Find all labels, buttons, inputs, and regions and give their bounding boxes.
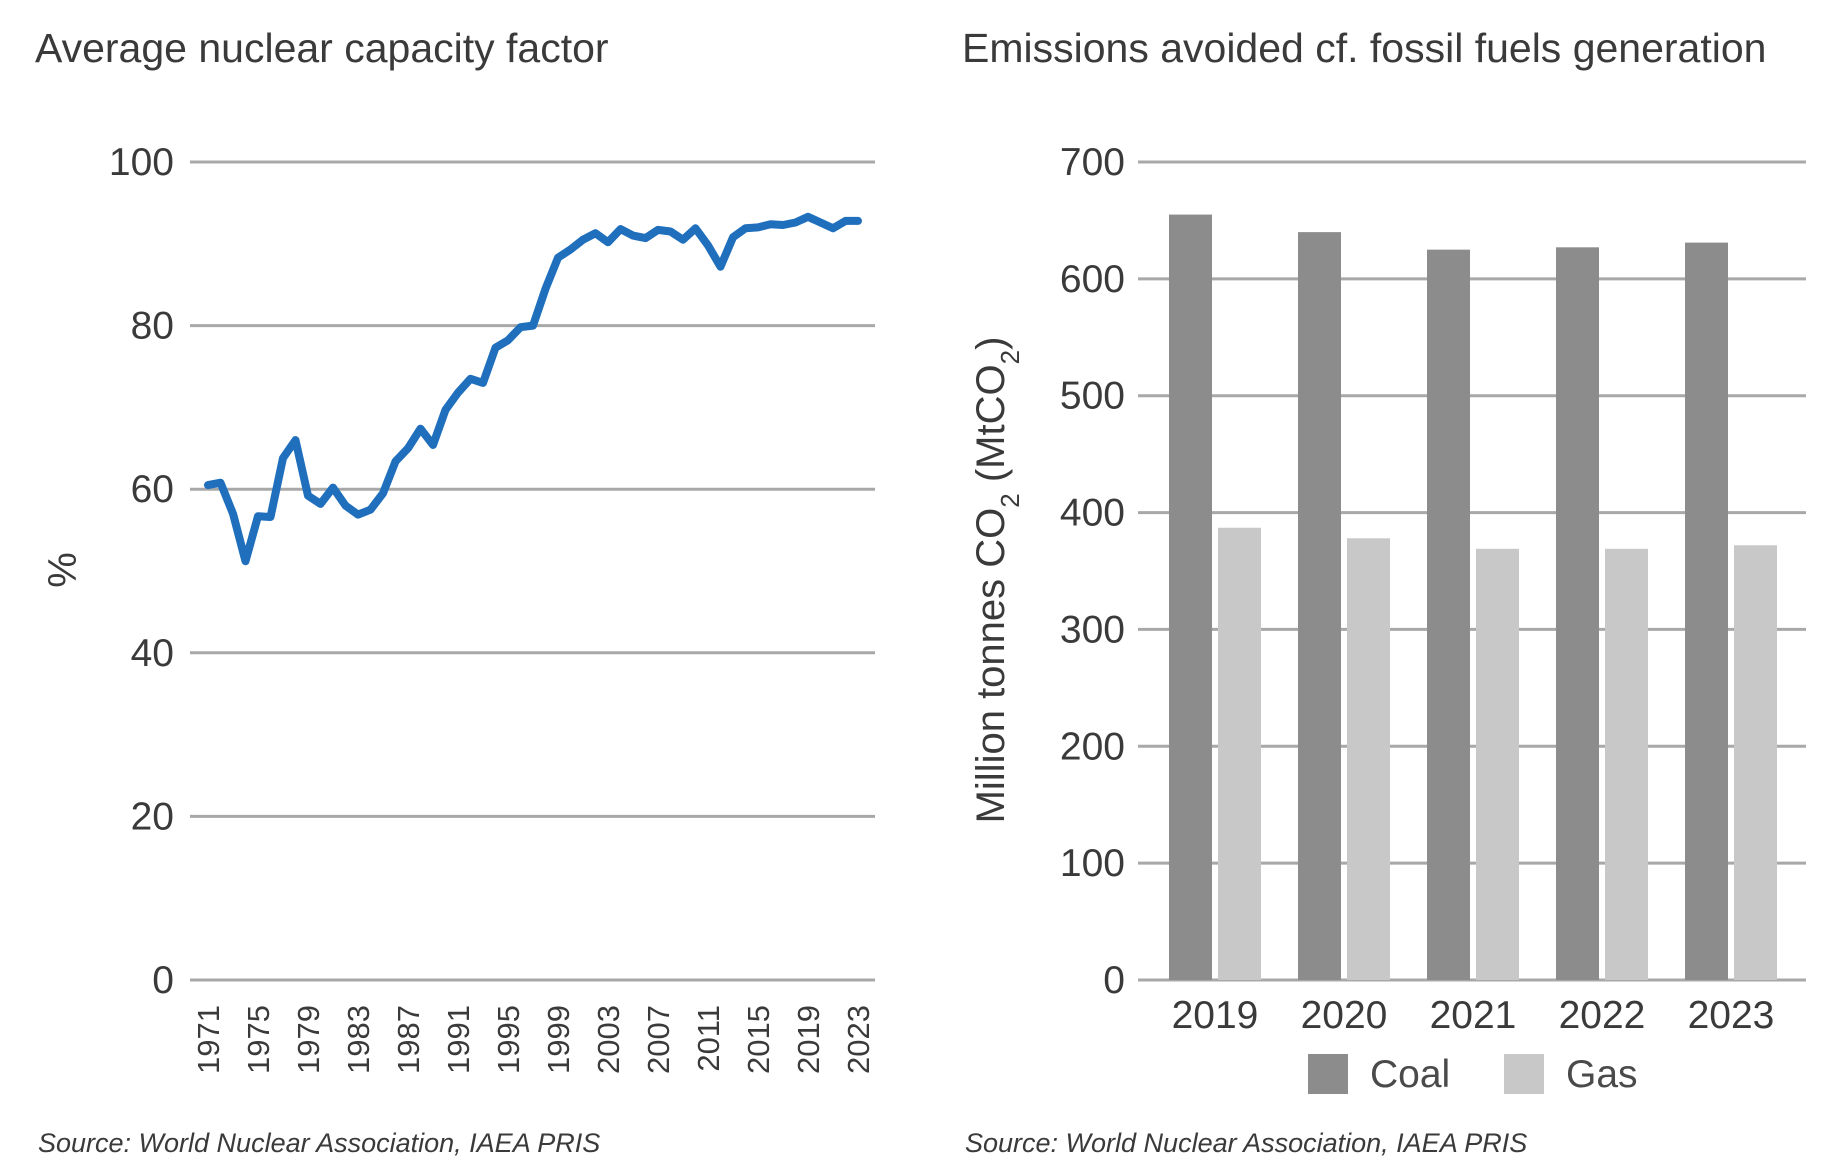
capacity-y-tick-label: 60: [131, 468, 174, 511]
capacity-x-tick-label: 2003: [591, 1005, 626, 1074]
capacity-x-tick-label: 2023: [841, 1005, 876, 1074]
capacity-chart-gridlines: [190, 160, 875, 982]
emissions-y-tick-label: 700: [1060, 141, 1125, 184]
bar-gas-2019: [1218, 527, 1261, 980]
capacity-y-tick-label: 40: [131, 632, 174, 675]
emissions-avoided-chart: Emissions avoided cf. fossil fuels gener…: [962, 25, 1806, 1158]
capacity-y-tick-label: 0: [152, 959, 174, 1002]
emissions-y-tick-label: 300: [1060, 608, 1125, 651]
bar-gas-2020: [1347, 538, 1390, 980]
capacity-chart-source: Source: World Nuclear Association, IAEA …: [38, 1128, 600, 1158]
capacity-chart-title: Average nuclear capacity factor: [35, 25, 609, 71]
emissions-y-tick-label: 200: [1060, 725, 1125, 768]
bar-coal-2019: [1169, 214, 1212, 981]
capacity-x-tick-label: 1999: [541, 1005, 576, 1074]
capacity-x-tick-label: 2019: [791, 1005, 826, 1074]
emissions-chart-x-ticks: 2019 2020 2021 2022 2023: [1172, 994, 1775, 1037]
emissions-y-tick-label: 400: [1060, 492, 1125, 535]
emissions-chart-y-ticks: 0 100 200 300 400 500 600 700: [1060, 141, 1125, 1002]
capacity-x-tick-label: 1991: [441, 1005, 476, 1074]
capacity-chart-y-ticks: 0 20 40 60 80 100: [109, 141, 174, 1002]
emissions-chart-bars: [1169, 214, 1777, 981]
legend-label-coal: Coal: [1370, 1053, 1450, 1096]
capacity-y-tick-label: 80: [131, 305, 174, 348]
emissions-y-tick-label: 0: [1103, 959, 1125, 1002]
emissions-y-tick-label: 600: [1060, 258, 1125, 301]
legend-swatch-gas: [1504, 1054, 1544, 1094]
capacity-x-tick-label: 2007: [641, 1005, 676, 1074]
capacity-x-tick-label: 1979: [291, 1005, 326, 1074]
bar-coal-2023: [1685, 242, 1728, 981]
bar-gas-2022: [1605, 548, 1648, 980]
emissions-chart-source: Source: World Nuclear Association, IAEA …: [965, 1128, 1527, 1158]
emissions-y-tick-label: 100: [1060, 842, 1125, 885]
capacity-x-tick-label: 2011: [691, 1005, 726, 1072]
capacity-factor-line: [204, 212, 862, 566]
emissions-x-tick-label: 2023: [1688, 994, 1775, 1037]
emissions-x-tick-label: 2020: [1301, 994, 1388, 1037]
emissions-x-tick-label: 2019: [1172, 994, 1259, 1037]
capacity-factor-chart: Average nuclear capacity factor 0 20 40 60 8…: [35, 25, 876, 1158]
capacity-x-tick-label: 1983: [341, 1005, 376, 1074]
emissions-chart-legend: Coal Gas: [1308, 1053, 1638, 1096]
capacity-x-tick-label: 1971: [191, 1005, 226, 1074]
bar-gas-2023: [1734, 545, 1777, 980]
capacity-chart-y-axis-label: %: [41, 552, 85, 588]
emissions-x-tick-label: 2022: [1559, 994, 1646, 1037]
bar-coal-2022: [1556, 247, 1599, 980]
capacity-chart-x-ticks: 1971 1975 1979 1983 1987 1991 1995 1999 2003 2007…: [191, 1005, 876, 1074]
legend-label-gas: Gas: [1566, 1053, 1638, 1096]
emissions-y-tick-label: 500: [1060, 375, 1125, 418]
bar-coal-2020: [1298, 232, 1341, 981]
capacity-x-tick-label: 2015: [741, 1005, 776, 1074]
emissions-chart-y-axis-label: Million tonnes CO2 (MtCO2): [969, 337, 1025, 824]
capacity-x-tick-label: 1987: [391, 1005, 426, 1074]
emissions-x-tick-label: 2021: [1430, 994, 1517, 1037]
capacity-x-tick-label: 1995: [491, 1005, 526, 1074]
capacity-x-tick-label: 1975: [241, 1005, 276, 1074]
capacity-y-tick-label: 20: [131, 795, 174, 838]
capacity-y-tick-label: 100: [109, 141, 174, 184]
legend-swatch-coal: [1308, 1054, 1348, 1094]
emissions-chart-title: Emissions avoided cf. fossil fuels gener…: [962, 25, 1766, 71]
bar-coal-2021: [1427, 249, 1470, 981]
bar-gas-2021: [1476, 548, 1519, 980]
